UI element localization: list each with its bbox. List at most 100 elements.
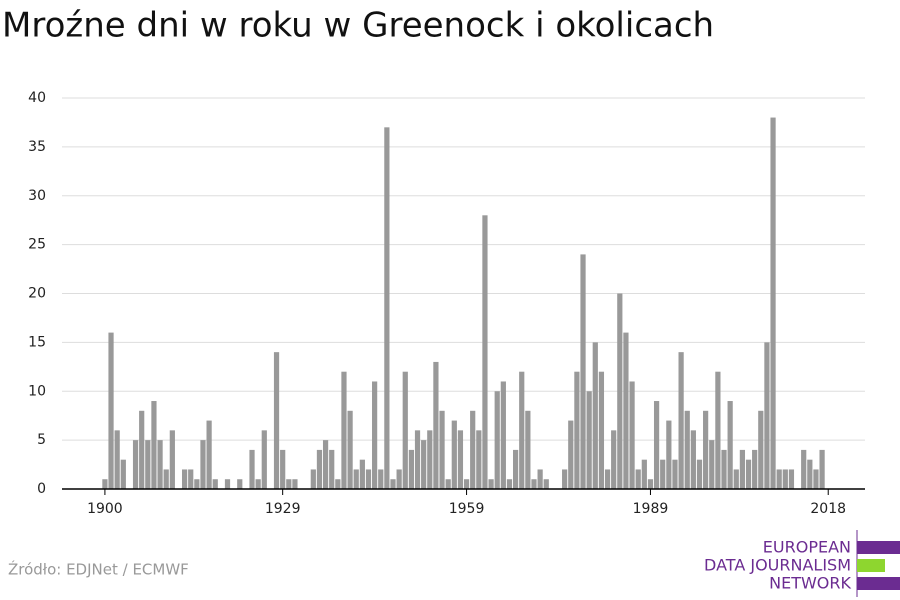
bar <box>531 479 537 489</box>
bar <box>445 479 451 489</box>
bar <box>457 430 464 489</box>
bar <box>421 440 427 489</box>
bar <box>788 469 795 489</box>
bar <box>261 430 267 489</box>
bar <box>758 410 764 489</box>
bar <box>592 342 598 489</box>
bar <box>427 430 433 489</box>
bar <box>813 469 819 489</box>
bar <box>653 401 660 489</box>
bar <box>782 469 788 489</box>
bar <box>764 342 770 489</box>
bar <box>329 449 335 489</box>
bar <box>752 449 758 489</box>
bar <box>488 479 494 489</box>
bar <box>169 430 175 489</box>
bar <box>286 479 292 489</box>
bar <box>703 410 709 489</box>
bar <box>690 430 696 489</box>
bar <box>678 352 684 489</box>
y-tick-label: 40 <box>28 90 46 106</box>
bar <box>476 430 482 489</box>
bar <box>745 459 752 489</box>
bar <box>519 371 525 489</box>
bar <box>390 479 396 489</box>
bar <box>273 352 280 489</box>
bar <box>733 469 739 489</box>
bar <box>255 479 261 489</box>
bar <box>451 420 457 489</box>
bar <box>494 391 500 489</box>
x-tick-label: 1900 <box>87 501 123 517</box>
logo-bar <box>857 559 885 572</box>
bar <box>372 381 378 489</box>
bar <box>543 479 549 489</box>
bar <box>181 469 188 489</box>
bar <box>721 449 727 489</box>
x-tick-label: 1929 <box>265 501 301 517</box>
bar <box>470 410 476 489</box>
bar <box>623 332 629 489</box>
y-tick-label: 10 <box>28 383 46 399</box>
bar <box>433 361 439 489</box>
bar <box>568 420 574 489</box>
bar <box>739 449 746 489</box>
bar <box>696 459 703 489</box>
bar <box>132 440 139 489</box>
bar <box>819 449 825 489</box>
bar <box>439 410 445 489</box>
bar <box>200 440 206 489</box>
bar <box>604 469 611 489</box>
bar <box>506 479 513 489</box>
source: Źródło: EDJNet / ECMWF <box>8 560 189 579</box>
bar <box>562 469 568 489</box>
bar <box>365 469 372 489</box>
bar <box>102 479 108 489</box>
y-tick-label: 30 <box>28 188 46 204</box>
y-tick-label: 5 <box>37 432 46 448</box>
bar <box>347 410 353 489</box>
bar <box>647 479 654 489</box>
y-tick-label: 35 <box>28 139 46 155</box>
bar <box>727 401 733 489</box>
bar <box>525 410 531 489</box>
bar <box>776 469 782 489</box>
bar <box>770 117 776 490</box>
x-tick-label: 2018 <box>810 501 846 517</box>
bar <box>715 371 721 489</box>
bar <box>280 449 286 489</box>
chart-title: Mroźne dni w roku w Greenock i okolicach <box>2 6 714 46</box>
y-tick-label: 20 <box>28 286 46 302</box>
bar <box>212 479 218 489</box>
bar <box>482 215 488 490</box>
bar <box>641 459 647 489</box>
bar <box>574 371 580 489</box>
x-tick-label: 1989 <box>633 501 669 517</box>
bar <box>672 459 678 489</box>
bar <box>316 449 323 489</box>
logo-text: DATA JOURNALISM <box>704 556 851 575</box>
bar <box>188 469 194 489</box>
bar <box>611 430 617 489</box>
bar <box>249 449 255 489</box>
bar <box>194 479 200 489</box>
bar <box>335 479 341 489</box>
y-tick-label: 15 <box>28 334 46 350</box>
bar <box>635 469 641 489</box>
bar <box>500 381 506 489</box>
bar <box>384 127 390 489</box>
bar <box>684 410 690 489</box>
bar <box>359 459 365 489</box>
bar <box>537 469 543 489</box>
bar <box>463 479 470 489</box>
bar <box>322 440 329 489</box>
bar <box>512 449 519 489</box>
bar <box>396 469 402 489</box>
bar <box>292 479 298 489</box>
bar <box>378 469 384 489</box>
bar <box>807 459 813 489</box>
bar <box>145 440 151 489</box>
y-tick-label: 25 <box>28 237 46 253</box>
bar <box>237 479 243 489</box>
y-tick-label: 0 <box>37 481 46 497</box>
